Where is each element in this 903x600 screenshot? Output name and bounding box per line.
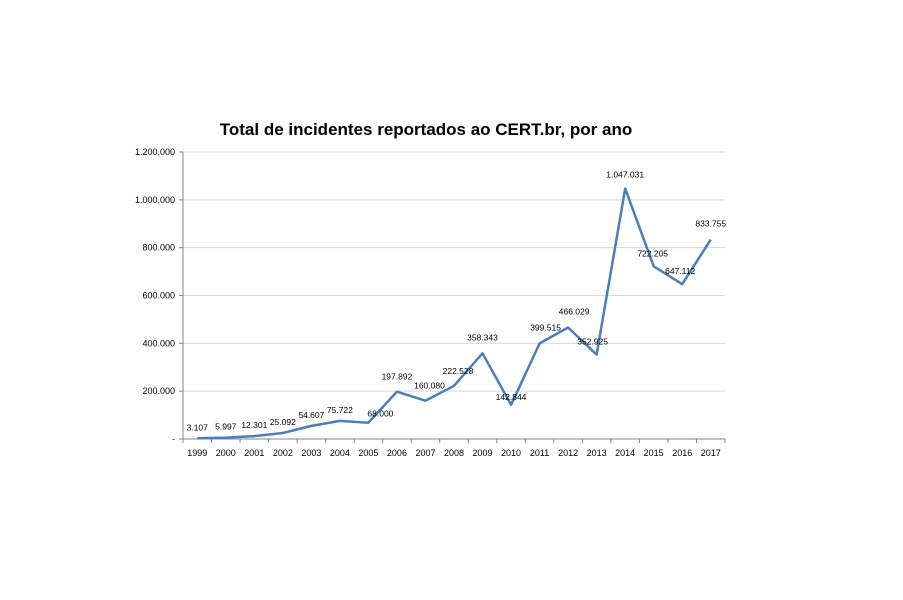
data-label: 722.205 — [637, 248, 668, 258]
data-label: 466.029 — [559, 307, 590, 317]
x-tick-label: 2001 — [244, 448, 264, 458]
x-tick-label: 2004 — [330, 448, 350, 458]
x-tick-label: 2015 — [644, 448, 664, 458]
y-tick-label: 200.000 — [142, 386, 175, 396]
x-tick-label: 2007 — [415, 448, 435, 458]
y-tick-label: 800.000 — [142, 243, 175, 253]
y-tick-label: - — [172, 434, 175, 444]
x-tick-label: 2017 — [701, 448, 721, 458]
series-group — [197, 187, 712, 440]
y-tick-label: 1.200.000 — [135, 147, 175, 157]
chart-title: Total de incidentes reportados ao CERT.b… — [220, 120, 632, 139]
x-tick-label: 2005 — [358, 448, 378, 458]
x-tick-label: 1999 — [187, 448, 207, 458]
data-label: 160.080 — [414, 381, 445, 391]
x-tick-label: 2002 — [273, 448, 293, 458]
data-label: 647.112 — [665, 266, 695, 276]
x-tick-label: 2010 — [501, 448, 521, 458]
y-tick-label: 1.000.000 — [135, 195, 175, 205]
data-label: 222.528 — [443, 366, 474, 376]
x-tick-label: 2016 — [672, 448, 692, 458]
data-label: 399.515 — [530, 322, 561, 332]
data-label: 75.722 — [327, 405, 353, 415]
data-label: 197.892 — [382, 372, 413, 382]
x-tick-label: 2003 — [301, 448, 321, 458]
x-tick-label: 2014 — [615, 448, 635, 458]
data-label: 352.925 — [577, 337, 608, 347]
x-tick-label: 2012 — [558, 448, 578, 458]
data-label: 5.997 — [215, 422, 237, 432]
x-tick-label: 2013 — [587, 448, 607, 458]
data-label: 3.107 — [187, 422, 209, 432]
y-axis-ticks: - 200.000 400.000 600.000 800.000 1.000.000 1.… — [135, 147, 183, 444]
data-label: 68.000 — [367, 409, 393, 419]
x-tick-label: 2011 — [530, 448, 549, 458]
x-tick-label: 2009 — [473, 448, 493, 458]
x-tick-label: 2008 — [444, 448, 464, 458]
data-label: 358.343 — [467, 332, 498, 342]
y-tick-label: 400.000 — [142, 338, 175, 348]
data-label: 1.047.031 — [606, 170, 644, 180]
gridlines — [183, 151, 725, 392]
x-tick-label: 2000 — [216, 448, 236, 458]
series-line — [197, 187, 712, 440]
data-label: 12.301 — [241, 420, 267, 430]
data-label: 54.607 — [298, 410, 324, 420]
data-label: 25.092 — [270, 417, 296, 427]
data-label: 142.844 — [496, 392, 527, 402]
data-label: 833.755 — [695, 219, 726, 229]
y-tick-label: 600.000 — [142, 291, 175, 301]
x-tick-label: 2006 — [387, 448, 407, 458]
x-axis-ticks: 1999 2000 2001 2002 2003 2004 2005 2006 2007 2008… — [182, 439, 726, 458]
